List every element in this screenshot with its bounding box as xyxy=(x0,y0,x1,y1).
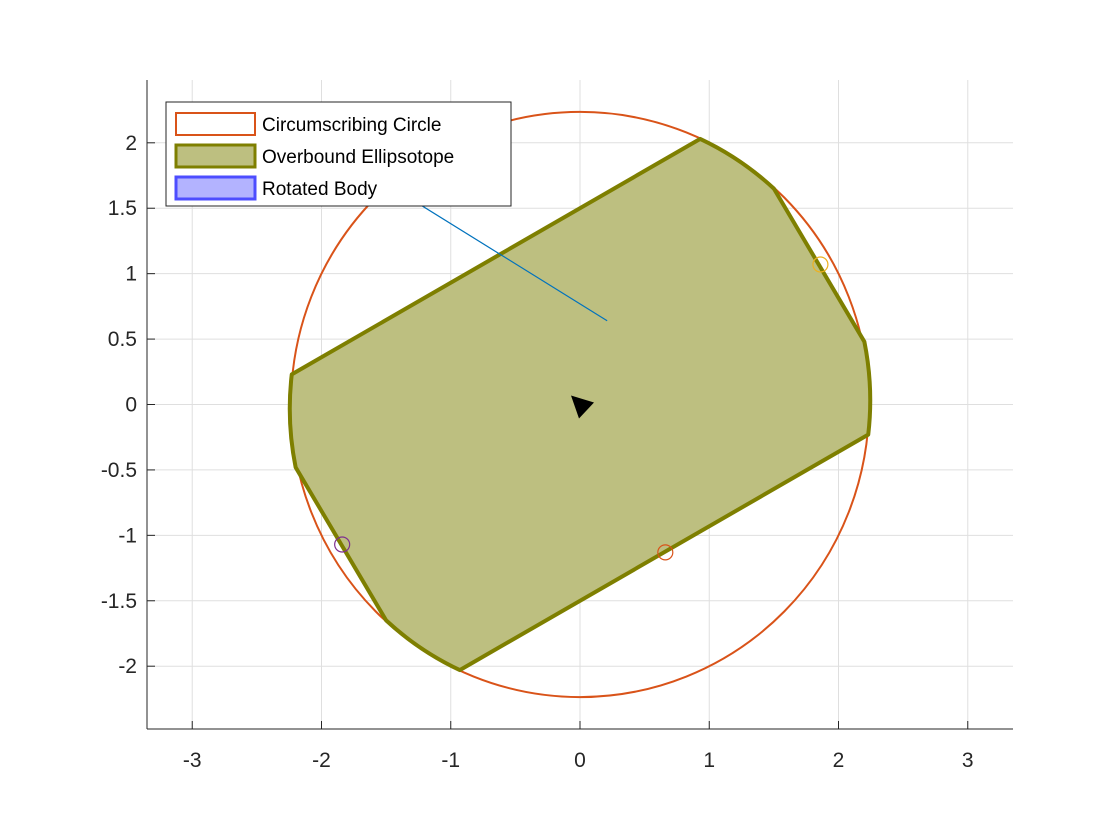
y-tick-label-3: -0.5 xyxy=(101,459,137,482)
x-tick-label-6: 3 xyxy=(962,749,974,772)
legend-swatch-0 xyxy=(175,112,256,136)
legend-label-0: Circumscribing Circle xyxy=(262,115,441,136)
y-tick-label-7: 1.5 xyxy=(108,197,137,220)
y-tick-label-5: 0.5 xyxy=(108,328,137,351)
legend-label-2: Rotated Body xyxy=(262,179,378,200)
data-layer xyxy=(287,110,873,699)
x-tick-label-2: -1 xyxy=(441,749,460,772)
x-tick-label-4: 1 xyxy=(703,749,715,772)
legend: Circumscribing Circle Overbound Ellipsoto… xyxy=(165,101,512,207)
x-tick-label-1: -2 xyxy=(312,749,331,772)
legend-swatch-2 xyxy=(174,175,257,201)
y-tick-label-4: 0 xyxy=(125,394,137,417)
marker-0 xyxy=(812,256,829,273)
marker-1 xyxy=(657,544,674,561)
marker-2 xyxy=(334,536,351,553)
y-tick-label-2: -1 xyxy=(118,524,137,547)
y-tick-label-1: -1.5 xyxy=(101,590,137,613)
y-tick-label-6: 1 xyxy=(125,263,137,286)
body-arrow xyxy=(571,395,594,419)
legend-swatch-1 xyxy=(174,143,257,169)
y-tick-label-0: -2 xyxy=(118,655,137,678)
y-tick-label-8: 2 xyxy=(125,132,137,155)
x-tick-label-5: 2 xyxy=(833,749,845,772)
x-tick-label-0: -3 xyxy=(183,749,202,772)
legend-label-1: Overbound Ellipsotope xyxy=(262,147,454,168)
axes-layer: -3 -2 -1 0 1 2 3 -2 -1.5 -1 -0.5 0 0.5 1 1.5 2 xyxy=(101,80,1013,772)
x-tick-label-3: 0 xyxy=(574,749,586,772)
